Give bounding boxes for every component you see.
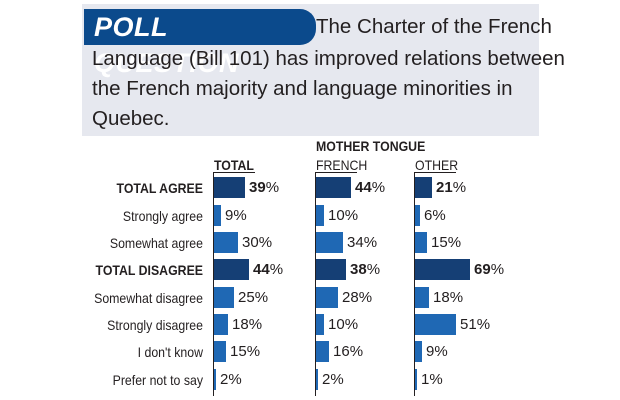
bar-other	[415, 232, 427, 253]
row-label: Strongly disagree	[107, 317, 203, 333]
poll-question-badge: POLL QUESTION	[84, 9, 316, 78]
bar-other	[415, 341, 422, 362]
bar-french	[316, 287, 338, 308]
bar-other	[415, 205, 420, 226]
data-label-other: 18%	[433, 289, 464, 306]
data-label-total: 30%	[242, 234, 273, 251]
axis-tick-total	[213, 172, 255, 173]
column-heading-french: FRENCH	[316, 157, 368, 173]
data-label-french: 38%	[350, 261, 381, 278]
bar-total	[214, 369, 216, 390]
bar-total	[214, 341, 226, 362]
data-label-other: 51%	[460, 316, 491, 333]
data-label-total: 15%	[230, 343, 261, 360]
data-label-french: 28%	[342, 289, 373, 306]
axis-line-total	[213, 172, 214, 396]
data-label-french: 34%	[347, 234, 378, 251]
bar-total	[214, 314, 228, 335]
row-label: Somewhat disagree	[94, 290, 203, 306]
data-label-french: 44%	[355, 179, 386, 196]
row-label: I don't know	[137, 344, 203, 360]
bar-total	[214, 259, 249, 280]
axis-tick-other	[414, 172, 456, 173]
data-label-total: 2%	[220, 371, 242, 388]
row-label: TOTAL DISAGREE	[95, 262, 203, 278]
data-label-total: 9%	[225, 207, 247, 224]
question-line-2: Language (Bill 101) has improved relatio…	[92, 47, 565, 70]
data-label-total: 44%	[253, 261, 284, 278]
bar-french	[316, 369, 318, 390]
column-heading-other: OTHER	[415, 157, 459, 173]
bar-other	[415, 369, 417, 390]
bar-french	[316, 232, 343, 253]
bar-french	[316, 205, 324, 226]
bar-total	[214, 232, 238, 253]
bar-total	[214, 205, 221, 226]
bar-french	[316, 259, 346, 280]
mother-tongue-heading: MOTHER TONGUE	[316, 138, 426, 154]
question-line-3: the French majority and language minorit…	[92, 77, 513, 100]
data-label-other: 15%	[431, 234, 462, 251]
data-label-other: 21%	[436, 179, 467, 196]
axis-line-french	[315, 172, 316, 396]
question-line-1: The Charter of the French	[316, 15, 552, 38]
bar-other	[415, 287, 429, 308]
question-line-4: Quebec.	[92, 107, 170, 130]
data-label-other: 9%	[426, 343, 448, 360]
bar-total	[214, 177, 245, 198]
bar-french	[316, 314, 324, 335]
column-heading-total: TOTAL	[214, 157, 254, 173]
bar-other	[415, 259, 470, 280]
data-label-french: 10%	[328, 316, 359, 333]
row-label: TOTAL AGREE	[116, 180, 203, 196]
data-label-other: 69%	[474, 261, 505, 278]
bar-french	[316, 177, 351, 198]
row-label: Somewhat agree	[109, 235, 203, 251]
data-label-total: 25%	[238, 289, 269, 306]
data-label-french: 2%	[322, 371, 344, 388]
data-label-total: 39%	[249, 179, 280, 196]
data-label-other: 6%	[424, 207, 446, 224]
data-label-french: 16%	[333, 343, 364, 360]
data-label-total: 18%	[232, 316, 263, 333]
bar-other	[415, 177, 432, 198]
data-label-other: 1%	[421, 371, 443, 388]
data-label-french: 10%	[328, 207, 359, 224]
axis-line-other	[414, 172, 415, 396]
bar-french	[316, 341, 329, 362]
bar-other	[415, 314, 456, 335]
axis-tick-french	[315, 172, 357, 173]
row-label: Strongly agree	[122, 208, 203, 224]
row-label: Prefer not to say	[112, 372, 203, 388]
bar-total	[214, 287, 234, 308]
